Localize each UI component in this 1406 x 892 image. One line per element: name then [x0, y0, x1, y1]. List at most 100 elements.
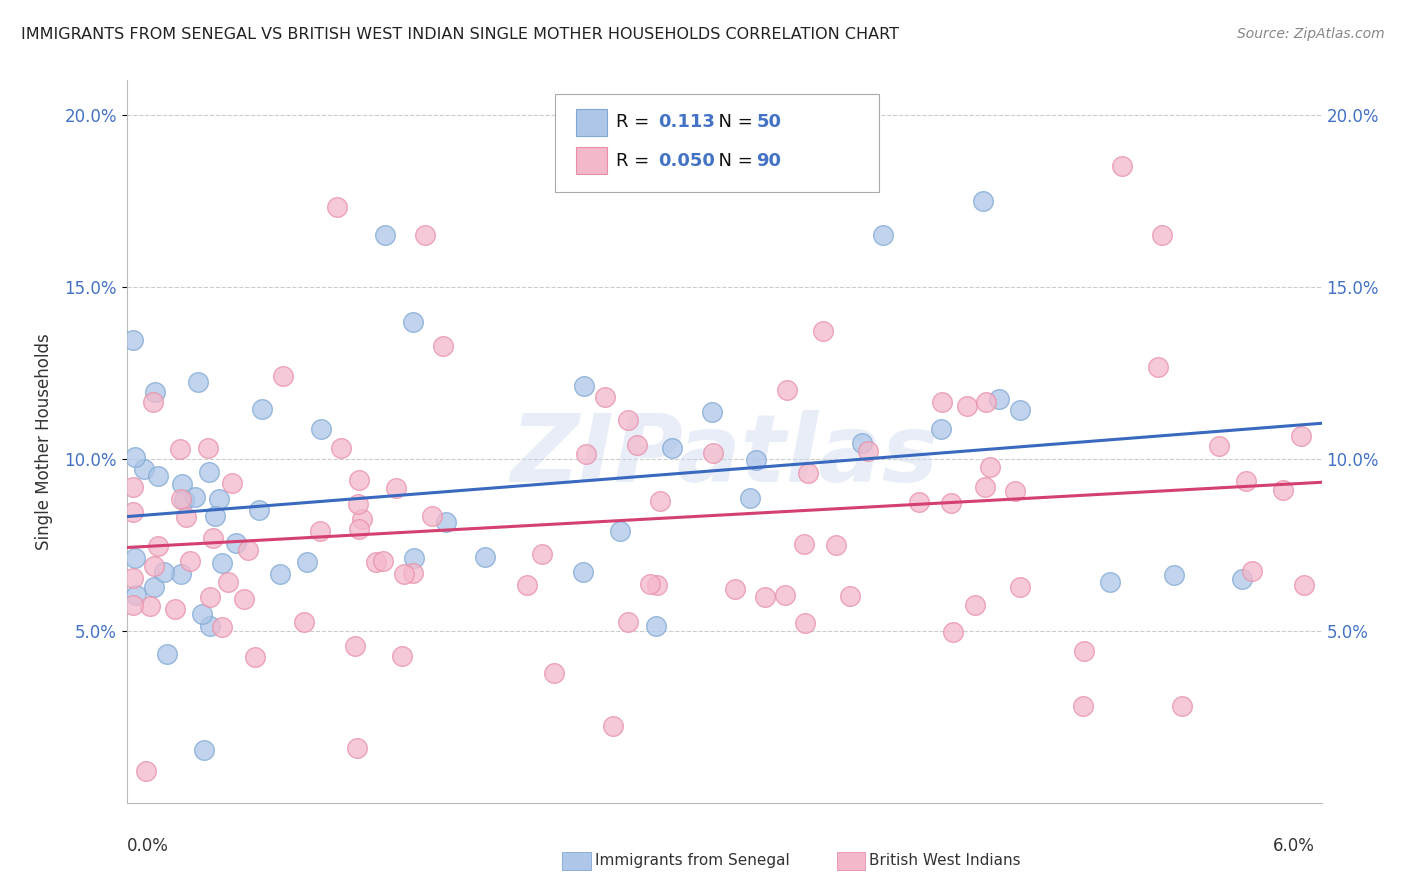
- Point: [394, 566, 416, 581]
- Point: [172, 477, 194, 491]
- Point: [347, 522, 370, 536]
- Point: [1230, 572, 1253, 586]
- Point: [575, 447, 598, 461]
- Point: [979, 460, 1001, 475]
- Point: [385, 481, 408, 495]
- Point: [170, 566, 193, 581]
- Point: [142, 580, 165, 594]
- Point: [165, 602, 187, 616]
- Point: [420, 508, 443, 523]
- Point: [197, 441, 219, 455]
- Text: British West Indians: British West Indians: [869, 854, 1021, 868]
- Point: [907, 495, 929, 509]
- Point: [402, 566, 425, 581]
- Point: [146, 540, 169, 554]
- Point: [402, 315, 425, 329]
- Text: Immigrants from Senegal: Immigrants from Senegal: [595, 854, 790, 868]
- Text: R =: R =: [616, 113, 655, 131]
- Point: [616, 615, 638, 629]
- Text: IMMIGRANTS FROM SENEGAL VS BRITISH WEST INDIAN SINGLE MOTHER HOUSEHOLDS CORRELAT: IMMIGRANTS FROM SENEGAL VS BRITISH WEST …: [21, 27, 898, 42]
- Point: [135, 764, 157, 779]
- Point: [571, 565, 593, 579]
- Point: [174, 510, 197, 524]
- Point: [754, 590, 776, 604]
- Point: [124, 550, 146, 565]
- Point: [602, 719, 624, 733]
- Point: [1111, 159, 1133, 173]
- Point: [436, 516, 458, 530]
- Point: [1241, 565, 1264, 579]
- Point: [309, 422, 332, 436]
- Point: [794, 616, 817, 631]
- Point: [775, 588, 797, 602]
- Point: [326, 200, 349, 214]
- Point: [626, 438, 648, 452]
- Point: [243, 649, 266, 664]
- Point: [1008, 402, 1031, 417]
- Point: [170, 492, 193, 507]
- Point: [965, 598, 987, 612]
- Point: [211, 557, 233, 571]
- Point: [931, 395, 953, 409]
- Point: [432, 339, 454, 353]
- Point: [232, 592, 254, 607]
- Point: [187, 375, 209, 389]
- Text: 0.050: 0.050: [658, 152, 714, 169]
- Point: [793, 537, 815, 551]
- Point: [572, 378, 595, 392]
- Point: [221, 475, 243, 490]
- Point: [146, 469, 169, 483]
- Point: [851, 436, 873, 450]
- Point: [744, 453, 766, 467]
- Point: [1004, 484, 1026, 499]
- Point: [1208, 439, 1230, 453]
- Point: [797, 467, 820, 481]
- Point: [929, 422, 952, 436]
- Point: [371, 554, 394, 568]
- Point: [1008, 580, 1031, 594]
- Point: [204, 508, 226, 523]
- Point: [198, 590, 221, 604]
- Point: [702, 446, 724, 460]
- Point: [474, 550, 496, 565]
- Point: [1289, 429, 1312, 443]
- Point: [856, 444, 879, 458]
- Point: [972, 194, 994, 208]
- Point: [346, 740, 368, 755]
- Point: [349, 473, 371, 487]
- Point: [973, 480, 995, 494]
- Point: [515, 578, 537, 592]
- Point: [811, 324, 834, 338]
- Text: 90: 90: [756, 152, 782, 169]
- Point: [638, 577, 661, 591]
- Point: [343, 639, 366, 653]
- Point: [247, 503, 270, 517]
- Point: [236, 543, 259, 558]
- Point: [198, 466, 221, 480]
- Point: [156, 647, 179, 661]
- Point: [125, 588, 148, 602]
- Point: [179, 554, 201, 568]
- Point: [330, 441, 353, 455]
- Point: [776, 383, 799, 397]
- Point: [530, 547, 553, 561]
- Point: [543, 665, 565, 680]
- Point: [942, 624, 965, 639]
- Point: [1071, 699, 1094, 714]
- Point: [645, 578, 668, 592]
- Text: N =: N =: [707, 152, 759, 169]
- Point: [956, 399, 979, 413]
- Point: [292, 615, 315, 629]
- Point: [616, 413, 638, 427]
- Point: [121, 480, 143, 494]
- Point: [308, 524, 330, 538]
- Point: [738, 491, 761, 505]
- Point: [252, 402, 274, 417]
- Point: [142, 395, 165, 409]
- Text: ZIPatlas: ZIPatlas: [510, 410, 938, 502]
- Point: [217, 574, 239, 589]
- Point: [208, 492, 231, 507]
- Point: [1099, 575, 1122, 590]
- Point: [211, 619, 233, 633]
- Point: [391, 648, 413, 663]
